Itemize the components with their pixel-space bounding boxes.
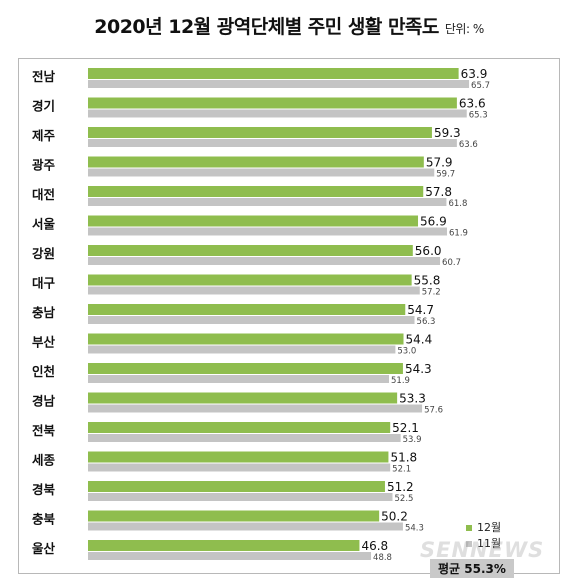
bar-dec bbox=[88, 156, 424, 168]
data-label-dec: 46.8 bbox=[361, 539, 388, 553]
data-label-nov: 57.2 bbox=[422, 288, 441, 298]
data-label-dec: 57.9 bbox=[426, 156, 453, 170]
data-label-nov: 60.7 bbox=[442, 258, 461, 268]
data-label-dec: 54.4 bbox=[406, 333, 433, 347]
bar-nov bbox=[88, 257, 441, 265]
bar-dec bbox=[88, 97, 457, 109]
category-label: 광주 bbox=[32, 158, 56, 173]
category-label: 인천 bbox=[32, 364, 55, 379]
data-label-nov: 54.3 bbox=[405, 524, 424, 534]
bar-nov bbox=[88, 434, 401, 442]
data-label-nov: 48.8 bbox=[373, 553, 392, 563]
data-label-nov: 51.9 bbox=[391, 376, 410, 386]
data-label-nov: 57.6 bbox=[424, 406, 443, 416]
bar-dec bbox=[88, 68, 459, 79]
chart-frame bbox=[18, 58, 560, 574]
category-label: 서울 bbox=[32, 217, 56, 232]
bar-dec bbox=[88, 510, 380, 522]
data-label-dec: 56.9 bbox=[420, 215, 447, 229]
category-label: 부산 bbox=[32, 335, 56, 350]
bar-nov bbox=[88, 404, 423, 413]
bar-nov bbox=[88, 286, 420, 295]
category-label: 경북 bbox=[32, 482, 56, 497]
legend-label-nov: 11월 bbox=[477, 537, 502, 550]
bar-dec bbox=[88, 304, 406, 315]
bar-dec bbox=[88, 245, 413, 256]
average-label: 평균 55.3% bbox=[430, 559, 514, 578]
data-label-dec: 55.8 bbox=[414, 274, 441, 288]
legend-label-dec: 12월 bbox=[477, 521, 502, 534]
bar-nov bbox=[88, 109, 467, 118]
data-label-nov: 63.6 bbox=[459, 140, 478, 150]
legend-item-dec: 12월 bbox=[466, 519, 501, 535]
data-label-nov: 65.3 bbox=[469, 111, 488, 121]
category-label: 경남 bbox=[32, 394, 56, 409]
bar-dec bbox=[88, 422, 391, 433]
category-label: 제주 bbox=[32, 128, 56, 143]
category-label: 대전 bbox=[32, 187, 55, 202]
bar-dec bbox=[88, 363, 403, 374]
data-label-dec: 54.7 bbox=[407, 303, 434, 317]
legend-swatch-nov bbox=[466, 541, 472, 547]
bar-dec bbox=[88, 186, 424, 197]
data-label-dec: 52.1 bbox=[392, 421, 419, 435]
bar-dec bbox=[88, 392, 398, 404]
data-label-dec: 63.9 bbox=[461, 67, 488, 81]
data-label-dec: 56.0 bbox=[415, 244, 442, 258]
category-label: 울산 bbox=[32, 541, 56, 556]
data-label-dec: 51.8 bbox=[390, 451, 417, 465]
data-label-dec: 53.3 bbox=[399, 392, 426, 406]
bar-nov bbox=[88, 316, 415, 324]
category-label: 전북 bbox=[32, 423, 56, 438]
category-label: 충남 bbox=[32, 305, 56, 320]
watermark: SENNEWS bbox=[420, 538, 545, 562]
category-label: 대구 bbox=[32, 276, 56, 291]
data-label-dec: 63.6 bbox=[459, 97, 486, 111]
bar-nov bbox=[88, 227, 448, 236]
data-label-nov: 65.7 bbox=[471, 81, 490, 91]
bar-nov bbox=[88, 168, 435, 177]
data-label-dec: 57.8 bbox=[425, 185, 452, 199]
bar-nov bbox=[88, 552, 372, 560]
bar-dec bbox=[88, 333, 404, 345]
bar-nov bbox=[88, 522, 403, 531]
data-label-dec: 50.2 bbox=[381, 510, 408, 524]
legend-item-nov: 11월 bbox=[466, 535, 501, 551]
data-label-nov: 61.8 bbox=[448, 199, 467, 209]
bar-dec bbox=[88, 451, 389, 463]
category-label: 경기 bbox=[32, 99, 55, 114]
category-label: 전남 bbox=[32, 69, 56, 84]
legend-swatch-dec bbox=[466, 525, 472, 531]
bar-nov bbox=[88, 139, 457, 147]
bar-nov bbox=[88, 198, 447, 206]
data-label-dec: 59.3 bbox=[434, 126, 461, 140]
data-label-nov: 53.9 bbox=[403, 435, 422, 445]
bar-nov bbox=[88, 463, 391, 472]
bar-nov bbox=[88, 375, 390, 383]
bar-dec bbox=[88, 127, 432, 138]
bar-nov bbox=[88, 80, 470, 88]
data-label-nov: 52.5 bbox=[395, 494, 414, 504]
bar-dec bbox=[88, 215, 419, 227]
bar-nov bbox=[88, 493, 393, 501]
chart-title: 2020년 12월 광역단체별 주민 생활 만족도 단위: % bbox=[0, 12, 578, 39]
data-label-dec: 54.3 bbox=[405, 362, 432, 376]
bar-dec bbox=[88, 540, 360, 551]
data-label-nov: 52.1 bbox=[392, 465, 411, 475]
data-label-nov: 59.7 bbox=[436, 170, 455, 180]
data-label-dec: 51.2 bbox=[387, 480, 414, 494]
data-label-nov: 61.9 bbox=[449, 229, 468, 239]
chart-title-text: 2020년 12월 광역단체별 주민 생활 만족도 bbox=[94, 16, 439, 38]
category-label: 세종 bbox=[32, 453, 56, 468]
category-label: 강원 bbox=[32, 246, 55, 261]
bar-dec bbox=[88, 481, 385, 492]
data-label-nov: 53.0 bbox=[397, 347, 416, 357]
bar-dec bbox=[88, 274, 412, 286]
data-label-nov: 56.3 bbox=[417, 317, 436, 327]
unit-label: 단위: % bbox=[444, 22, 484, 36]
bar-nov bbox=[88, 345, 396, 354]
category-label: 충북 bbox=[32, 512, 56, 527]
